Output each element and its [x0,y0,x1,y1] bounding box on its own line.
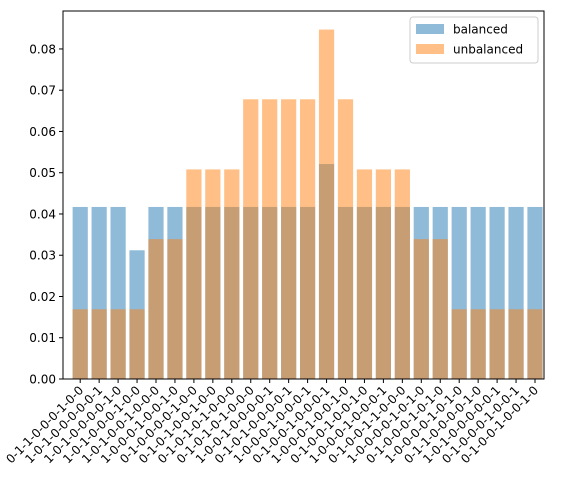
bar-unbalanced-1 [91,309,107,379]
legend-swatch-unbalanced [416,44,444,54]
y-tick-label: 0.00 [29,372,56,386]
bar-unbalanced-3 [129,309,145,379]
bar-unbalanced-10 [262,99,278,379]
bar-unbalanced-9 [243,99,259,379]
y-tick-label: 0.05 [29,166,56,180]
bar-unbalanced-18 [413,239,429,379]
bar-unbalanced-16 [375,169,391,379]
bar-unbalanced-6 [186,169,202,379]
y-tick-label: 0.01 [29,331,56,345]
bar-unbalanced-5 [167,239,183,379]
bar-unbalanced-12 [300,99,316,379]
y-tick-label: 0.02 [29,290,56,304]
legend-swatch-balanced [416,24,444,34]
bars-layer [72,29,543,379]
bar-unbalanced-23 [508,309,524,379]
bar-unbalanced-4 [148,239,164,379]
y-tick-label: 0.03 [29,249,56,263]
bar-unbalanced-17 [394,169,410,379]
bar-unbalanced-14 [337,99,354,379]
y-tick-label: 0.08 [29,42,56,56]
bar-unbalanced-13 [318,29,335,379]
x-axis: 0-1-1-0-0-0-1-0-01-0-1-0-0-0-0-0-11-0-1-… [3,379,541,466]
axes-layer [62,10,545,380]
bar-unbalanced-20 [451,309,467,379]
bar-unbalanced-11 [281,99,297,379]
bar-unbalanced-21 [470,309,486,379]
y-tick-label: 0.04 [29,207,56,221]
bar-unbalanced-8 [224,169,240,379]
y-tick-label: 0.06 [29,125,56,139]
plot-frame [62,10,545,380]
y-tick-label: 0.07 [29,84,56,98]
bar-unbalanced-24 [527,309,543,379]
legend: balanced unbalanced [409,16,539,64]
y-axis: 0.00 0.01 0.02 0.03 0.04 0.05 0.06 0.07 0.08 [29,42,63,386]
bar-unbalanced-2 [110,309,126,379]
bar-unbalanced-22 [489,309,505,379]
bar-unbalanced-15 [356,169,373,379]
bar-unbalanced-19 [432,239,448,379]
legend-label-unbalanced: unbalanced [453,43,523,57]
legend-label-balanced: balanced [453,23,508,37]
bar-unbalanced-7 [205,169,221,379]
bar-unbalanced-0 [72,309,88,379]
